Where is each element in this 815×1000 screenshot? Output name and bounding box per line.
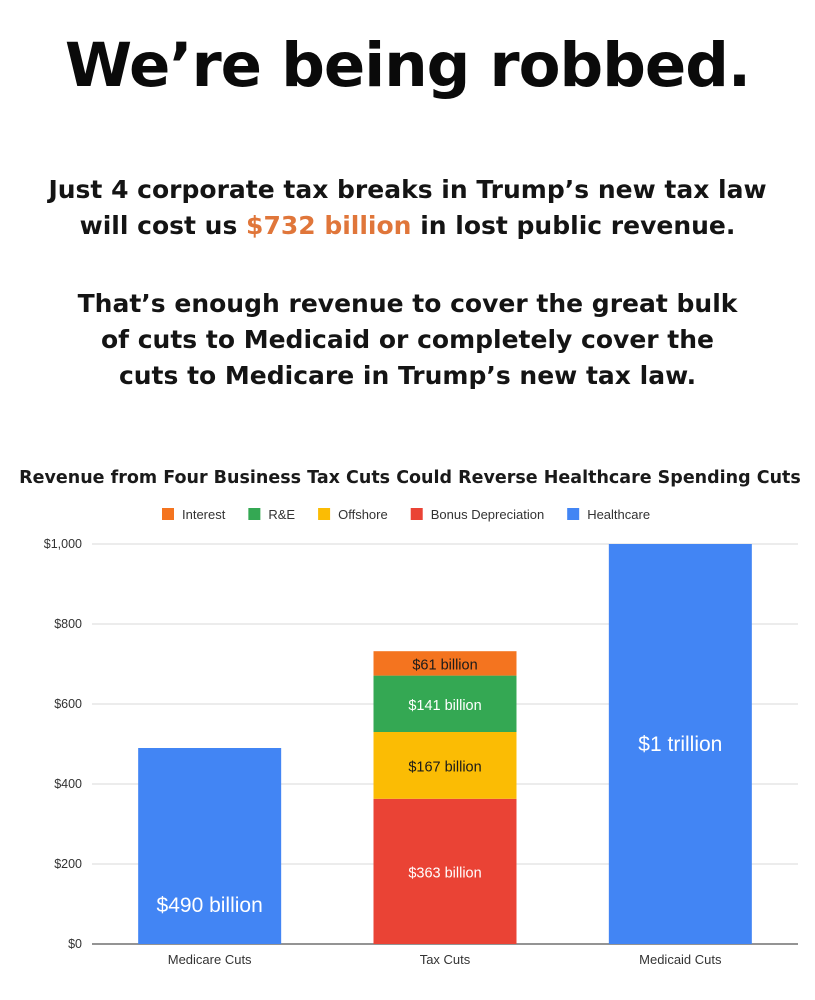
legend-item-rande: R&E (248, 507, 295, 522)
x-tick-label-medicaid-cuts: Medicaid Cuts (639, 952, 722, 967)
legend-label-interest: Interest (182, 507, 226, 522)
data-label-medicare-cuts-healthcare: $490 billion (157, 894, 263, 917)
intro-line-2-start: will cost us (79, 211, 247, 240)
chart-title: Revenue from Four Business Tax Cuts Coul… (19, 468, 801, 488)
legend-label-healthcare: Healthcare (587, 507, 650, 522)
legend-swatch-healthcare (567, 508, 580, 520)
intro-paragraph: Just 4 corporate tax breaks in Trump’s n… (20, 172, 795, 244)
legend-swatch-rande (248, 508, 261, 520)
legend-item-offshore: Offshore (318, 507, 388, 522)
bar-tax-cuts-rande (373, 675, 517, 732)
x-tick-label-tax-cuts: Tax Cuts (420, 952, 471, 967)
data-label-tax-cuts-offshore: $167 billion (408, 759, 481, 775)
y-tick-label: $1,000 (44, 537, 82, 551)
comparison-line-3: cuts to Medicare in Trump’s new tax law. (118, 361, 697, 390)
bar-tax-cuts-offshore (373, 732, 517, 799)
legend-swatch-bonus-depreciation (410, 508, 423, 520)
data-label-tax-cuts-interest: $61 billion (412, 657, 477, 673)
chart-legend: Interest R&E Offshore Bonus Depreciation Hea… (162, 507, 650, 522)
legend-swatch-interest (162, 508, 174, 520)
comparison-paragraph: That’s enough revenue to cover the great… (20, 286, 795, 394)
legend-item-bonus-depreciation: Bonus Depreciation (410, 507, 544, 522)
legend-item-healthcare: Healthcare (567, 507, 650, 522)
legend-label-offshore: Offshore (338, 507, 388, 522)
bar-tax-cuts-interest (373, 651, 517, 676)
bar-medicaid-cuts-healthcare (608, 544, 752, 944)
intro-line-2-end: in lost public revenue. (411, 211, 736, 240)
legend-label-rande: R&E (268, 507, 295, 522)
y-tick-label: $200 (54, 857, 82, 871)
bar-tax-cuts-bonus-depreciation (373, 798, 517, 944)
chart-panel: Revenue from Four Business Tax Cuts Coul… (10, 452, 810, 992)
data-label-medicaid-cuts-healthcare: $1 trillion (638, 733, 722, 756)
data-label-tax-cuts-rande: $141 billion (408, 698, 481, 714)
bar-medicare-cuts-healthcare (138, 748, 282, 944)
intro-line-1: Just 4 corporate tax breaks in Trump’s n… (48, 175, 767, 204)
chart-bars: $490 billion $363 billion $167 billion $141… (138, 544, 752, 944)
y-tick-label: $0 (68, 937, 82, 951)
legend-swatch-offshore (318, 508, 331, 520)
data-label-tax-cuts-bonus-depreciation: $363 billion (408, 865, 481, 881)
x-tick-label-medicare-cuts: Medicare Cuts (168, 952, 252, 967)
comparison-line-1: That’s enough revenue to cover the great… (77, 289, 738, 318)
y-tick-label: $600 (54, 697, 82, 711)
legend-item-interest: Interest (162, 507, 226, 522)
cost-highlight: $732 billion (246, 211, 412, 240)
headline: We’re being robbed. (64, 30, 751, 101)
chart-x-axis: Medicare Cuts Tax Cuts Medicaid Cuts (168, 952, 722, 967)
legend-label-bonus-depreciation: Bonus Depreciation (431, 507, 544, 522)
comparison-line-2: of cuts to Medicaid or completely cover … (100, 325, 715, 354)
y-tick-label: $400 (54, 777, 82, 791)
bar-chart: Revenue from Four Business Tax Cuts Coul… (19, 468, 801, 967)
y-tick-label: $800 (54, 617, 82, 631)
